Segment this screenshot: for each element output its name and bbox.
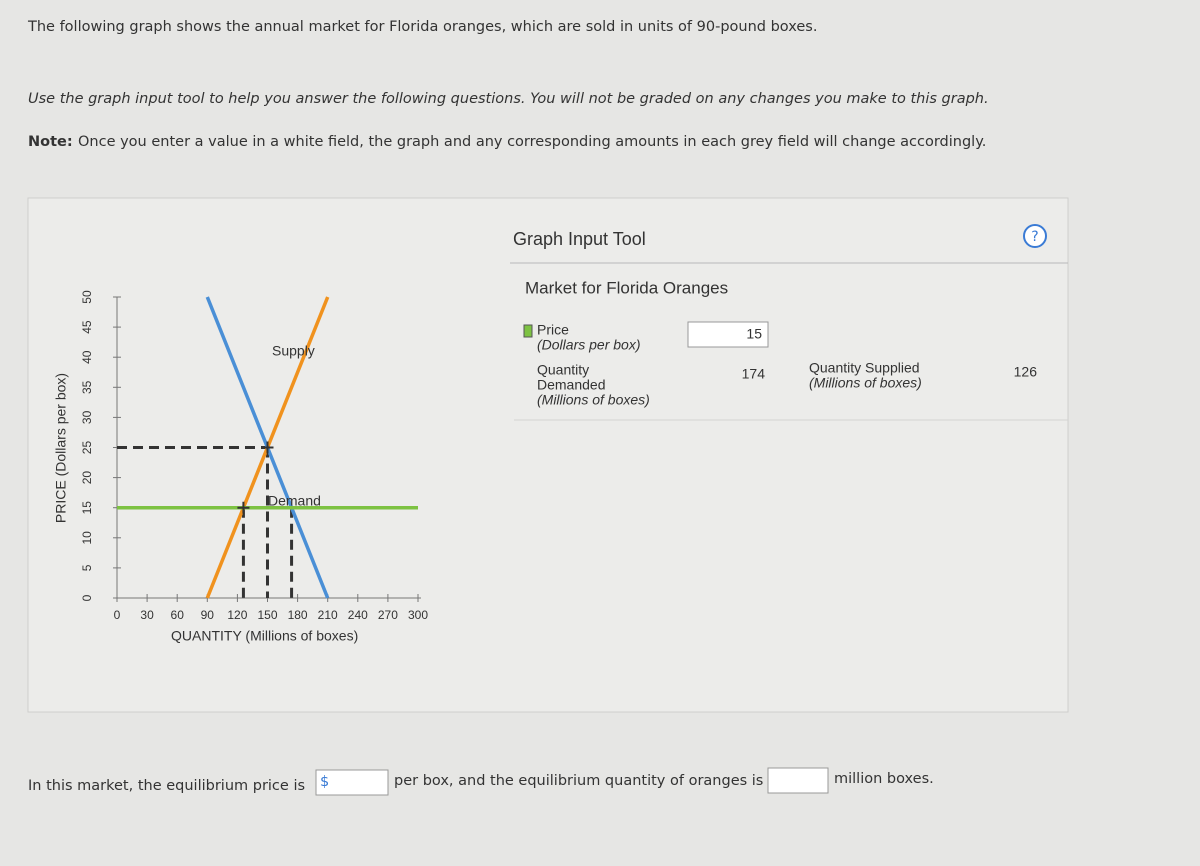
x-tick-label: 270 [378,608,398,622]
question-text: In this market, the equilibrium price is [28,778,305,794]
y-tick-label: 5 [80,564,94,571]
tool-chart-title: Market for Florida Oranges [525,278,728,297]
y-tick-label: 45 [80,320,94,334]
currency: $ [320,774,329,790]
price-swatch [523,324,533,338]
series-label: Demand [268,493,321,509]
y-tick-label: 30 [80,410,94,424]
qs-unit: (Millions of boxes) [809,375,922,391]
note-label: Note: [28,134,73,150]
series-label: Supply [272,343,315,359]
question-text: per box, and the equilibrium quantity of… [394,773,763,789]
question-text: million boxes. [834,771,934,787]
y-tick-label: 20 [80,471,94,485]
equilibrium-marker [261,441,274,454]
x-tick-label: 120 [227,608,247,622]
x-tick-label: 300 [408,608,428,622]
qs-label: Quantity Supplied [809,360,920,376]
price-answer-input[interactable] [315,769,389,796]
x-tick-label: 150 [257,608,277,622]
y-tick-label: 15 [80,501,94,515]
qd-value: 174 [742,366,766,382]
y-tick-label: 10 [80,531,94,545]
price-unit: (Dollars per box) [537,337,640,353]
graph-panel [27,197,1069,713]
x-tick-label: 180 [288,608,308,622]
x-tick-label: 0 [114,608,121,622]
x-tick-label: 30 [140,608,154,622]
help-icon[interactable]: ? [1031,229,1038,245]
y-axis-label: PRICE (Dollars per box) [53,373,69,523]
x-tick-label: 210 [318,608,338,622]
qd-unit: (Millions of boxes) [537,392,650,408]
price-input[interactable] [687,321,769,348]
x-axis-label: QUANTITY (Millions of boxes) [171,628,358,644]
qd-label: Demanded [537,377,606,393]
price-marker [237,501,250,514]
y-tick-label: 40 [80,350,94,364]
qd-label: Quantity [537,362,589,378]
qs-value: 126 [1014,364,1038,380]
y-tick-label: 25 [80,441,94,455]
x-tick-label: 60 [171,608,185,622]
x-tick-label: 90 [201,608,215,622]
price-label: Price [537,322,569,338]
y-tick-label: 50 [80,290,94,304]
intro: The following graph shows the annual mar… [27,19,817,35]
instructions: Use the graph input tool to help you ans… [28,91,989,107]
help-button[interactable] [1023,224,1047,248]
x-tick-label: 240 [348,608,368,622]
price-value[interactable]: 15 [746,326,762,342]
y-tick-label: 0 [80,594,94,601]
quantity-answer-input[interactable] [767,767,829,794]
tool-title: Graph Input Tool [513,229,646,249]
y-tick-label: 35 [80,380,94,394]
note: Once you enter a value in a white field,… [78,134,986,150]
